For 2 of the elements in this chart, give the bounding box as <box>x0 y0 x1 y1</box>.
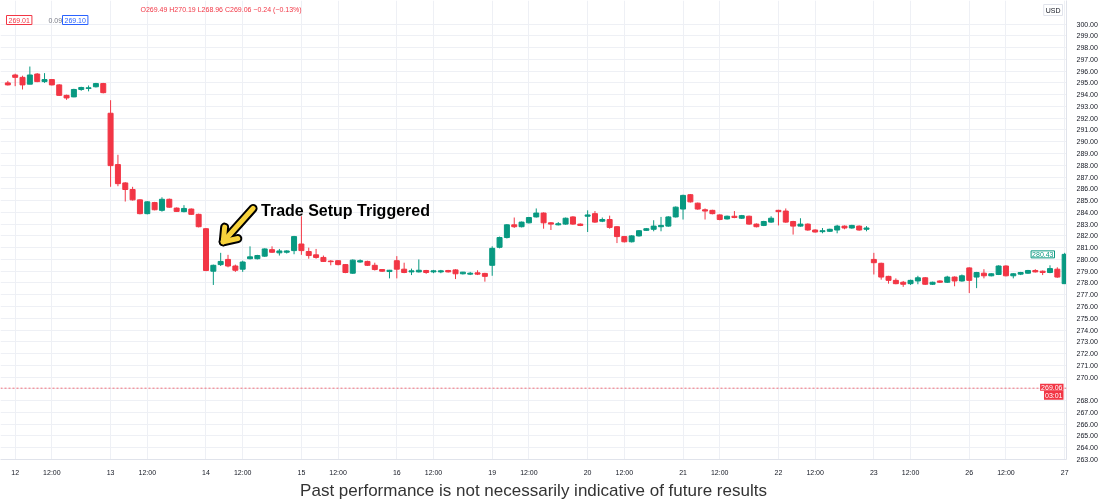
annotation: Trade Setup Triggered <box>261 201 430 219</box>
text: Past performance is not necessarily indicative of future results <box>300 480 767 499</box>
